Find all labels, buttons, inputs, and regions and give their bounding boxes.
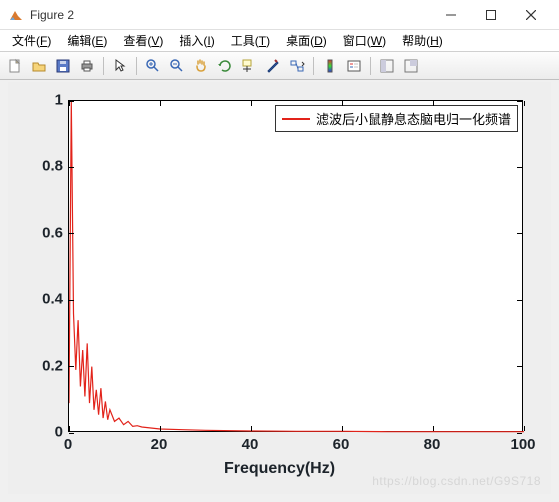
matlab-icon bbox=[8, 7, 24, 23]
y-tick-label: 0.2 bbox=[23, 357, 63, 374]
menu-d[interactable]: 桌面(D) bbox=[278, 30, 335, 51]
menu-i[interactable]: 插入(I) bbox=[171, 30, 222, 51]
x-tick-label: 0 bbox=[64, 436, 72, 453]
maximize-button[interactable] bbox=[471, 1, 511, 29]
watermark: https://blog.csdn.net/G9S718 bbox=[372, 474, 541, 488]
x-axis-label: Frequency(Hz) bbox=[224, 460, 335, 478]
zoom-in-button[interactable] bbox=[142, 55, 164, 77]
print-button[interactable] bbox=[76, 55, 98, 77]
legend[interactable]: 滤波后小鼠静息态脑电归一化频谱 bbox=[275, 105, 518, 132]
x-tick-label: 20 bbox=[151, 436, 168, 453]
x-tick-label: 80 bbox=[424, 436, 441, 453]
colorbar-button[interactable] bbox=[319, 55, 341, 77]
legend-color-swatch bbox=[282, 118, 310, 120]
titlebar: Figure 2 bbox=[0, 0, 559, 30]
window-title: Figure 2 bbox=[30, 8, 431, 22]
menu-w[interactable]: 窗口(W) bbox=[335, 30, 394, 51]
axes: 滤波后小鼠静息态脑电归一化频谱 bbox=[68, 100, 523, 432]
x-tick-label: 40 bbox=[242, 436, 259, 453]
menu-v[interactable]: 查看(V) bbox=[115, 30, 171, 51]
pointer-button[interactable] bbox=[109, 55, 131, 77]
y-tick-label: 0 bbox=[23, 424, 63, 441]
save-button[interactable] bbox=[52, 55, 74, 77]
zoom-out-button[interactable] bbox=[166, 55, 188, 77]
menu-e[interactable]: 编辑(E) bbox=[59, 30, 115, 51]
legend-label: 滤波后小鼠静息态脑电归一化频谱 bbox=[316, 109, 511, 128]
y-tick-label: 0.4 bbox=[23, 291, 63, 308]
brush-button[interactable] bbox=[262, 55, 284, 77]
minimize-button[interactable] bbox=[400, 55, 422, 77]
close-button[interactable] bbox=[511, 1, 551, 29]
pan-button[interactable] bbox=[190, 55, 212, 77]
legend-button[interactable] bbox=[343, 55, 365, 77]
menu-f[interactable]: 文件(F) bbox=[4, 30, 59, 51]
x-tick-label: 60 bbox=[333, 436, 350, 453]
y-tick-label: 0.6 bbox=[23, 224, 63, 241]
x-tick-label: 100 bbox=[510, 436, 535, 453]
datacursor-button[interactable] bbox=[238, 55, 260, 77]
link-button[interactable] bbox=[286, 55, 308, 77]
new-button[interactable] bbox=[4, 55, 26, 77]
chart-line bbox=[69, 101, 524, 433]
menu-t[interactable]: 工具(T) bbox=[223, 30, 278, 51]
menu-h[interactable]: 帮助(H) bbox=[394, 30, 451, 51]
minimize-button[interactable] bbox=[431, 1, 471, 29]
open-button[interactable] bbox=[28, 55, 50, 77]
menubar: 文件(F)编辑(E)查看(V)插入(I)工具(T)桌面(D)窗口(W)帮助(H) bbox=[0, 30, 559, 52]
y-tick-label: 1 bbox=[23, 92, 63, 109]
docking-button[interactable] bbox=[376, 55, 398, 77]
toolbar bbox=[0, 52, 559, 80]
window-buttons bbox=[431, 1, 551, 29]
y-tick-label: 0.8 bbox=[23, 158, 63, 175]
figure-panel: 滤波后小鼠静息态脑电归一化频谱 0 0.2 0.4 0.6 0.8 1 0 20 40 60 80… bbox=[8, 82, 551, 494]
rotate-button[interactable] bbox=[214, 55, 236, 77]
